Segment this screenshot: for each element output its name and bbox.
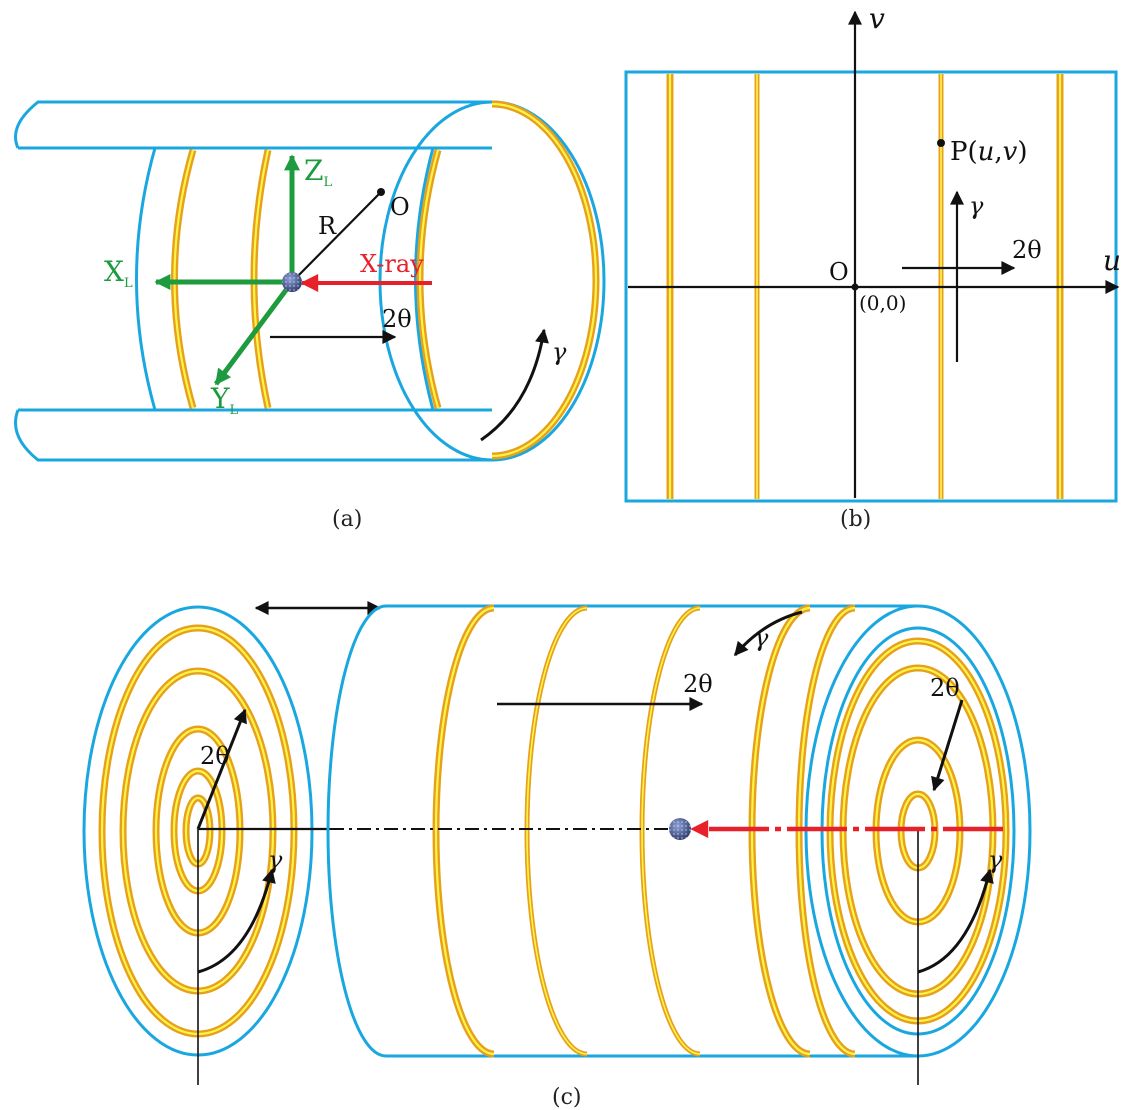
- panel-a: ZL XL YL R O X-ray 2θ γ (a): [14, 100, 606, 532]
- gamma-arrow: [480, 328, 549, 442]
- point-p-label: P(u,v): [950, 137, 1028, 167]
- two-theta-label-c-right: 2θ: [930, 674, 960, 702]
- xray-label: X-ray: [360, 250, 424, 278]
- y-axis-arrow: [213, 280, 295, 386]
- z-axis-label: ZL: [304, 154, 332, 190]
- panel-c: 2θ γ 2θ γ 2θ γ (c): [82, 601, 1032, 1110]
- two-theta-label-c-left: 2θ: [200, 742, 230, 770]
- gamma-arrow-c-left: [197, 868, 276, 974]
- origin-label: O: [390, 193, 410, 221]
- point-p: [937, 139, 945, 147]
- two-theta-arrow-c-left: [196, 708, 247, 830]
- gamma-arrow-c-right: [917, 868, 994, 974]
- panel-a-lab-axes: [154, 154, 300, 386]
- panel-c-left-detector: [82, 605, 330, 1085]
- x-axis-label: XL: [104, 255, 133, 291]
- radius-label: R: [318, 212, 337, 240]
- u-axis-label: u: [1103, 244, 1121, 277]
- sample-icon-c: [669, 818, 691, 840]
- gamma-label: γ: [552, 338, 567, 366]
- two-theta-label: 2θ: [382, 305, 412, 333]
- caption-c: (c): [552, 1085, 582, 1110]
- panel-b: u v O (0,0) P(u,v) γ 2θ (b): [624, 2, 1121, 532]
- origin-label-b: O: [829, 258, 849, 286]
- two-theta-arrow-c-right: [931, 699, 964, 792]
- two-theta-label-b: 2θ: [1012, 236, 1042, 264]
- origin-point: [851, 283, 859, 291]
- gamma-label-b: γ: [969, 192, 984, 220]
- gamma-arrow-c-top: [733, 610, 803, 657]
- panel-a-diffraction-rings: [171, 100, 600, 460]
- radius-line: [291, 192, 381, 283]
- origin-coords-label: (0,0): [859, 291, 906, 315]
- gamma-label-c-top: γ: [754, 624, 769, 652]
- caption-a: (a): [332, 507, 362, 532]
- caption-b: (b): [840, 507, 871, 532]
- sample-icon: [282, 272, 302, 292]
- gamma-label-c-right: γ: [988, 846, 1003, 874]
- v-axis-label: v: [869, 2, 885, 35]
- gamma-label-c-left: γ: [268, 846, 283, 874]
- y-axis-label: YL: [210, 382, 238, 418]
- two-theta-label-c-mid: 2θ: [683, 670, 713, 698]
- detector-origin-dot: [377, 188, 385, 196]
